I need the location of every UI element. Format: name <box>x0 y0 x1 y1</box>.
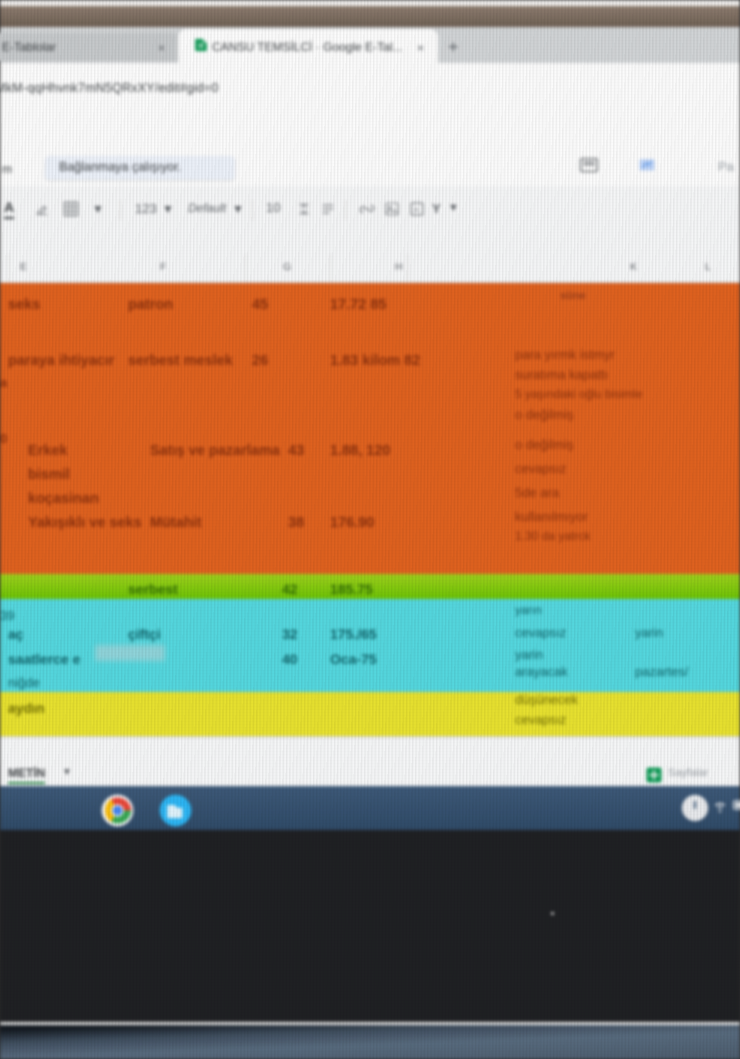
svg-text:A: A <box>414 207 419 214</box>
